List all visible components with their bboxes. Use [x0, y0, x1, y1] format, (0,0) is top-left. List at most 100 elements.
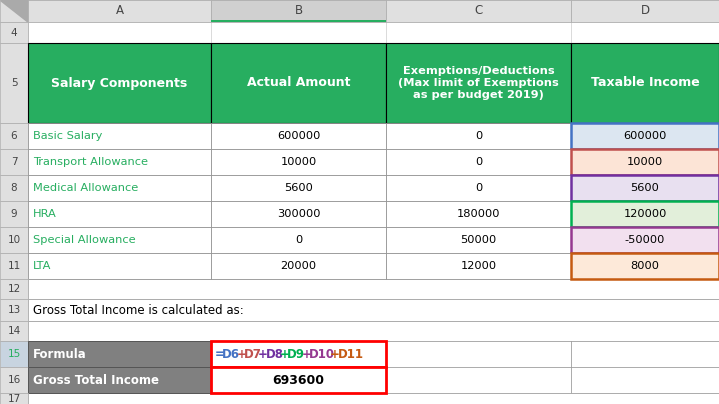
- Text: -50000: -50000: [625, 235, 665, 245]
- Bar: [0, 253, 28, 279]
- Bar: [386, 22, 571, 43]
- Text: Actual Amount: Actual Amount: [247, 76, 350, 90]
- Bar: [0, 367, 28, 393]
- Bar: [571, 175, 719, 201]
- Bar: [386, 0, 571, 22]
- Text: Exemptions/Deductions
(Max limit of Exemptions
as per budget 2019): Exemptions/Deductions (Max limit of Exem…: [398, 66, 559, 100]
- Text: 120000: 120000: [623, 209, 667, 219]
- Text: 180000: 180000: [457, 209, 500, 219]
- Bar: [571, 149, 719, 175]
- Text: Gross Total Income: Gross Total Income: [33, 374, 159, 387]
- Bar: [211, 43, 386, 123]
- Bar: [571, 253, 719, 279]
- Text: 0: 0: [475, 157, 482, 167]
- Text: 600000: 600000: [623, 131, 667, 141]
- Text: 13: 13: [7, 305, 21, 315]
- Text: 12000: 12000: [460, 261, 497, 271]
- Bar: [571, 227, 719, 253]
- Text: D6: D6: [222, 347, 240, 360]
- Text: 7: 7: [11, 157, 17, 167]
- Bar: [28, 0, 211, 22]
- Bar: [0, 321, 28, 341]
- Bar: [386, 253, 571, 279]
- Bar: [0, 341, 28, 367]
- Bar: [0, 0, 719, 22]
- Text: 11: 11: [7, 261, 21, 271]
- Bar: [386, 43, 571, 123]
- Bar: [571, 123, 719, 149]
- Bar: [28, 201, 211, 227]
- Text: D11: D11: [337, 347, 363, 360]
- Text: 8000: 8000: [631, 261, 659, 271]
- Bar: [28, 321, 719, 341]
- Bar: [571, 22, 719, 43]
- Bar: [211, 0, 386, 22]
- Bar: [28, 175, 211, 201]
- Text: 20000: 20000: [280, 261, 316, 271]
- Text: 8: 8: [11, 183, 17, 193]
- Bar: [386, 367, 571, 393]
- Bar: [0, 201, 28, 227]
- Text: 16: 16: [7, 375, 21, 385]
- Text: 9: 9: [11, 209, 17, 219]
- Text: 5600: 5600: [631, 183, 659, 193]
- Bar: [0, 393, 28, 404]
- Text: D8: D8: [265, 347, 283, 360]
- Bar: [28, 341, 211, 367]
- Bar: [0, 279, 28, 299]
- Bar: [571, 0, 719, 22]
- Text: Special Allowance: Special Allowance: [33, 235, 136, 245]
- Bar: [386, 201, 571, 227]
- Text: =: =: [215, 347, 225, 360]
- Text: +: +: [258, 347, 268, 360]
- Text: HRA: HRA: [33, 209, 57, 219]
- Bar: [28, 123, 211, 149]
- Text: LTA: LTA: [33, 261, 51, 271]
- Text: D9: D9: [287, 347, 305, 360]
- Bar: [28, 227, 211, 253]
- Bar: [28, 279, 719, 299]
- Text: 15: 15: [7, 349, 21, 359]
- Bar: [28, 253, 211, 279]
- Bar: [571, 367, 719, 393]
- Bar: [211, 149, 386, 175]
- Bar: [571, 43, 719, 123]
- Text: D7: D7: [244, 347, 262, 360]
- Bar: [386, 341, 571, 367]
- Text: 5: 5: [11, 78, 17, 88]
- Text: Basic Salary: Basic Salary: [33, 131, 102, 141]
- Text: 0: 0: [475, 131, 482, 141]
- Text: 0: 0: [475, 183, 482, 193]
- Bar: [211, 201, 386, 227]
- Text: 600000: 600000: [277, 131, 320, 141]
- Text: +: +: [280, 347, 290, 360]
- Text: Gross Total Income is calculated as:: Gross Total Income is calculated as:: [33, 303, 244, 316]
- Bar: [386, 123, 571, 149]
- Text: 17: 17: [7, 393, 21, 404]
- Text: D10: D10: [308, 347, 334, 360]
- Bar: [211, 19, 386, 22]
- Bar: [0, 43, 28, 123]
- Text: Transport Allowance: Transport Allowance: [33, 157, 148, 167]
- Text: +: +: [330, 347, 340, 360]
- Text: 50000: 50000: [460, 235, 497, 245]
- Polygon shape: [0, 0, 28, 22]
- Text: Formula: Formula: [33, 347, 87, 360]
- Bar: [211, 253, 386, 279]
- Text: Medical Allowance: Medical Allowance: [33, 183, 138, 193]
- Text: +: +: [237, 347, 247, 360]
- Text: 10000: 10000: [627, 157, 663, 167]
- Bar: [0, 22, 28, 43]
- Bar: [28, 299, 719, 321]
- Bar: [211, 367, 386, 393]
- Bar: [0, 123, 28, 149]
- Bar: [28, 367, 211, 393]
- Bar: [386, 175, 571, 201]
- Bar: [571, 201, 719, 227]
- Bar: [386, 149, 571, 175]
- Bar: [211, 123, 386, 149]
- Bar: [28, 393, 719, 404]
- Text: C: C: [475, 4, 482, 17]
- Text: +: +: [301, 347, 311, 360]
- Text: B: B: [295, 4, 303, 17]
